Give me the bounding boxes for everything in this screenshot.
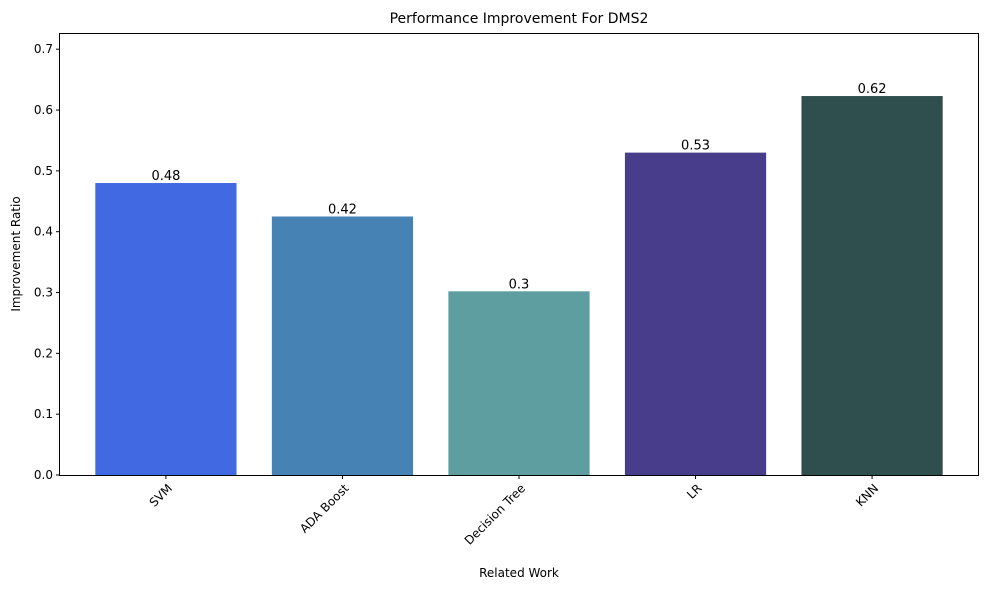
y-tick-label: 0.1 [34, 407, 53, 421]
chart-title: Performance Improvement For DMS2 [390, 11, 649, 27]
y-tick-label: 0.3 [34, 286, 53, 300]
x-tick-label: LR [684, 481, 705, 502]
x-tick-label: SVM [147, 481, 175, 509]
bar-value-label: 0.42 [328, 202, 357, 217]
bar-value-label: 0.53 [681, 139, 710, 154]
bar-decision-tree [448, 291, 590, 475]
bar-ada-boost [271, 216, 414, 475]
x-tick-label: ADA Boost [297, 481, 352, 536]
y-axis-label: Improvement Ratio [9, 196, 23, 311]
y-tick-label: 0.7 [34, 42, 53, 56]
bar-value-label: 0.62 [858, 82, 887, 97]
bar-knn [801, 96, 943, 476]
bar-lr [624, 152, 767, 475]
y-tick-label: 0.5 [34, 164, 53, 178]
bar-value-label: 0.3 [509, 277, 530, 292]
y-tick-label: 0.0 [34, 468, 53, 482]
y-tick-label: 0.6 [34, 103, 53, 117]
plot-area: 0.0 0.1 0.2 0.3 0.4 0.5 0.6 0.7 0.48 SVM 0.42 ADA B… [34, 42, 943, 548]
bar-svm [95, 183, 237, 475]
y-tick-label: 0.2 [34, 346, 53, 360]
plot-frame [59, 33, 979, 476]
x-tick-label: Decision Tree [462, 481, 528, 547]
bar-value-label: 0.48 [151, 169, 180, 184]
x-tick-label: KNN [853, 481, 881, 509]
x-axis-label: Related Work [479, 566, 559, 580]
y-tick-label: 0.4 [34, 225, 53, 239]
